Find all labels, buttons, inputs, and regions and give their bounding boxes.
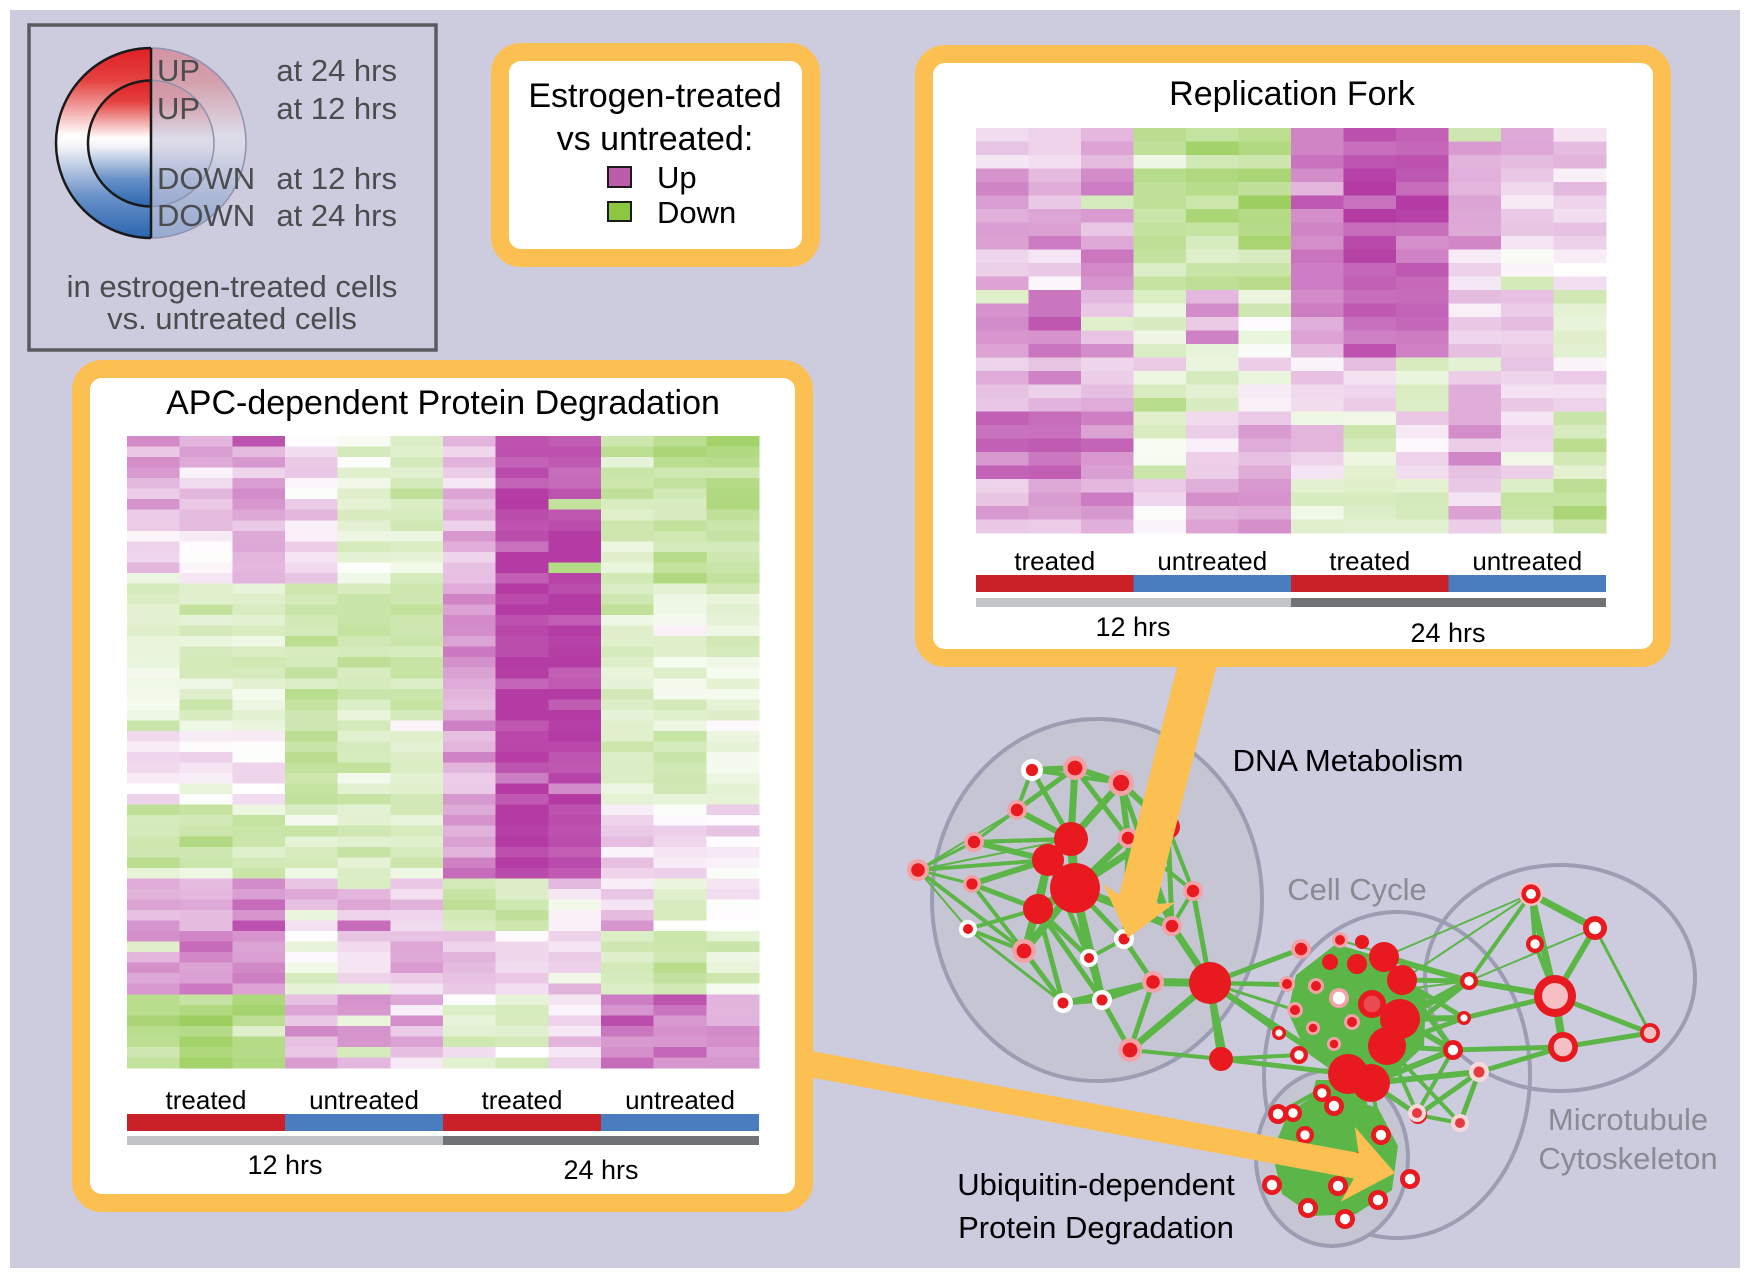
svg-text:treated: treated bbox=[166, 1085, 247, 1115]
svg-text:DOWN: DOWN bbox=[157, 198, 255, 233]
svg-text:Protein Degradation: Protein Degradation bbox=[958, 1210, 1234, 1245]
svg-text:treated: treated bbox=[482, 1085, 563, 1115]
svg-text:UP: UP bbox=[157, 91, 200, 126]
svg-text:12 hrs: 12 hrs bbox=[1095, 612, 1170, 642]
svg-text:in estrogen-treated cells: in estrogen-treated cells bbox=[67, 269, 398, 304]
svg-text:untreated: untreated bbox=[1157, 546, 1267, 576]
svg-text:at 24 hrs: at 24 hrs bbox=[276, 198, 397, 233]
svg-text:at 12 hrs: at 12 hrs bbox=[276, 91, 397, 126]
svg-text:at 12 hrs: at 12 hrs bbox=[276, 161, 397, 196]
svg-text:Cell Cycle: Cell Cycle bbox=[1287, 872, 1427, 907]
svg-text:at 24 hrs: at 24 hrs bbox=[276, 53, 397, 88]
svg-text:DOWN: DOWN bbox=[157, 161, 255, 196]
svg-text:treated: treated bbox=[1014, 546, 1095, 576]
svg-text:DNA Metabolism: DNA Metabolism bbox=[1233, 743, 1464, 778]
svg-text:treated: treated bbox=[1329, 546, 1410, 576]
svg-text:Down: Down bbox=[657, 195, 736, 230]
svg-text:Replication Fork: Replication Fork bbox=[1169, 75, 1416, 113]
svg-text:untreated: untreated bbox=[625, 1085, 735, 1115]
svg-text:untreated: untreated bbox=[309, 1085, 419, 1115]
svg-text:Microtubule: Microtubule bbox=[1548, 1102, 1708, 1137]
svg-text:Ubiquitin-dependent: Ubiquitin-dependent bbox=[957, 1167, 1235, 1202]
svg-text:vs. untreated cells: vs. untreated cells bbox=[107, 301, 357, 336]
svg-text:untreated: untreated bbox=[1472, 546, 1582, 576]
svg-text:UP: UP bbox=[157, 53, 200, 88]
svg-text:24 hrs: 24 hrs bbox=[563, 1155, 638, 1185]
svg-text:Cytoskeleton: Cytoskeleton bbox=[1538, 1141, 1717, 1176]
svg-text:12 hrs: 12 hrs bbox=[247, 1150, 322, 1180]
svg-text:24 hrs: 24 hrs bbox=[1410, 618, 1485, 648]
svg-text:APC-dependent Protein Degradat: APC-dependent Protein Degradation bbox=[166, 384, 720, 422]
svg-text:Estrogen-treated: Estrogen-treated bbox=[528, 77, 781, 115]
svg-text:vs untreated:: vs untreated: bbox=[557, 120, 754, 158]
svg-text:Up: Up bbox=[657, 160, 697, 195]
